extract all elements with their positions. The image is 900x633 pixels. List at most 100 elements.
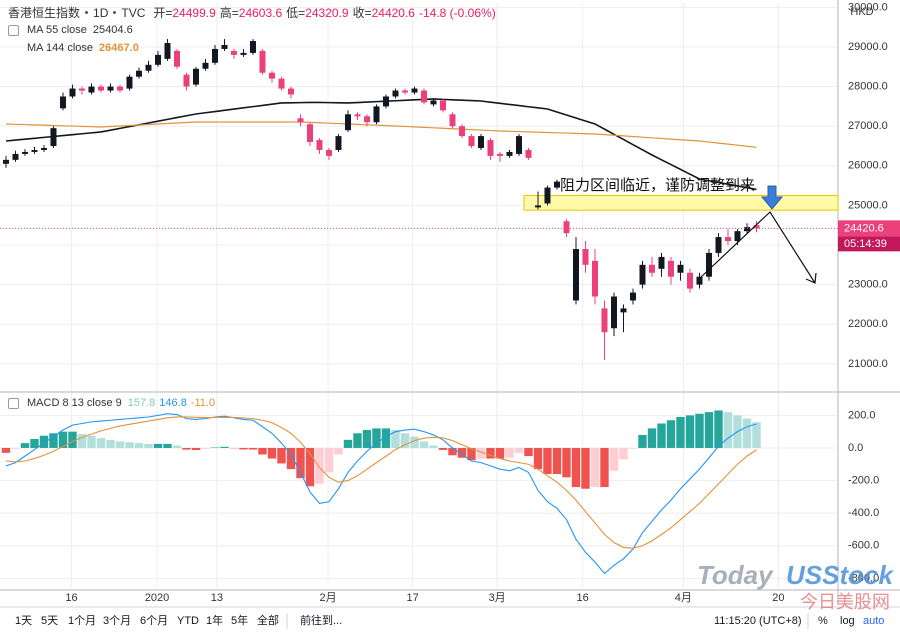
y-tick-label: -400.0 <box>848 507 879 519</box>
candle-body <box>202 62 209 69</box>
macd-histogram-bar <box>96 438 106 448</box>
candle-body <box>31 149 38 152</box>
candle-body <box>382 96 389 107</box>
candle-body <box>449 114 456 127</box>
range-button[interactable]: 5年 <box>231 613 248 627</box>
candle-body <box>458 126 465 137</box>
candle-body <box>591 260 598 297</box>
macd-histogram-bar <box>258 447 267 455</box>
clock: 11:15:20 (UTC+8) <box>714 615 802 627</box>
legend-name: MACD 8 13 close 9 <box>27 397 122 409</box>
last-price-label: 24420.6 <box>844 222 884 234</box>
macd-histogram-bar <box>220 446 229 448</box>
candle-body <box>601 308 608 333</box>
macd-histogram-bar <box>372 428 381 448</box>
macd-histogram-bar <box>163 443 172 448</box>
ohlc-label: 开= <box>153 6 173 20</box>
ohlc-value: 24420.6 <box>371 5 415 20</box>
macd-histogram-bar <box>172 445 182 448</box>
y-tick-label: -600.0 <box>848 540 879 552</box>
macd-histogram-bar <box>524 447 533 457</box>
candle-body <box>743 227 750 232</box>
range-button[interactable]: 5天 <box>41 615 58 627</box>
candle-body <box>173 50 180 67</box>
ohlc-label: 低= <box>286 6 306 20</box>
legend-name: MA 144 close <box>27 42 94 54</box>
macd-histogram-bar <box>543 447 552 475</box>
macd-histogram-bar <box>362 430 372 448</box>
range-button[interactable]: 1个月 <box>68 614 96 627</box>
macd-line <box>5 413 757 575</box>
candle-body <box>240 52 247 55</box>
macd-histogram-bar <box>419 441 429 448</box>
x-tick-label: 3月 <box>489 592 506 604</box>
candle-body <box>211 48 218 63</box>
range-button[interactable]: YTD <box>177 615 199 627</box>
macd-histogram-bar <box>391 430 400 448</box>
macd-histogram-bar <box>286 447 296 470</box>
candle-body <box>183 74 190 87</box>
candle-body <box>487 140 494 156</box>
down-arrow <box>760 185 784 210</box>
candle-body <box>639 264 646 285</box>
macd-histogram-bar <box>448 447 457 456</box>
candle-body <box>686 272 693 289</box>
macd-histogram-bar <box>552 447 562 475</box>
candle-body <box>21 151 28 154</box>
range-button[interactable]: 全部 <box>257 613 279 627</box>
candle-body <box>420 90 427 103</box>
candle-body <box>297 118 304 123</box>
macd-histogram-bar <box>277 447 286 464</box>
candle-body <box>316 140 323 150</box>
candle-body <box>534 205 541 208</box>
macd-histogram-bar <box>704 412 714 448</box>
macd-histogram-bar <box>115 441 125 448</box>
candle-body <box>2 159 9 164</box>
candle-body <box>12 153 19 160</box>
macd-histogram-bar <box>87 435 96 448</box>
macd-histogram-bar <box>410 436 419 448</box>
range-button[interactable]: 3个月 <box>103 614 131 627</box>
candle-body <box>401 90 408 93</box>
candle-body <box>88 86 95 93</box>
macd-histogram-bar <box>144 443 153 448</box>
candle-body <box>344 114 351 131</box>
candle-body <box>373 106 380 123</box>
candle-body <box>59 96 66 109</box>
range-button[interactable]: 1年 <box>206 613 223 627</box>
macd-histogram-bar <box>571 447 581 488</box>
macd-histogram-bar <box>11 447 20 449</box>
y-tick-label: 200.0 <box>848 409 876 421</box>
candle-body <box>620 308 627 313</box>
macd-histogram-bar <box>315 447 324 484</box>
candle-body <box>734 231 741 242</box>
range-button[interactable]: 1天 <box>15 615 32 627</box>
macd-histogram-bar <box>742 418 752 448</box>
candle-body <box>468 136 475 146</box>
candle-body <box>268 72 275 79</box>
scale-option[interactable]: log <box>840 615 855 627</box>
macd-histogram-bar <box>134 443 144 448</box>
currency: HKD <box>850 6 873 18</box>
scale-option[interactable]: % <box>818 615 828 627</box>
candle-body <box>667 260 674 277</box>
macd-histogram-bar <box>609 447 619 471</box>
macd-histogram-bar <box>486 447 495 459</box>
macd-histogram-bar <box>505 447 514 458</box>
macd-histogram-bar <box>324 447 334 473</box>
macd-histogram-bar <box>58 431 68 448</box>
scale-option[interactable]: auto <box>863 615 884 627</box>
macd-histogram-bar <box>590 447 600 488</box>
x-tick-label: 20 <box>772 592 784 604</box>
macd-histogram-bar <box>676 416 685 448</box>
candle-body <box>249 41 256 53</box>
goto-button[interactable]: 前往到... <box>300 613 342 627</box>
interval: 1D <box>93 5 109 20</box>
y-tick-label: 28000.0 <box>848 80 888 92</box>
range-button[interactable]: 6个月 <box>140 614 168 627</box>
candle-body <box>164 43 171 59</box>
candle-body <box>259 50 266 73</box>
y-tick-label: 23000.0 <box>848 279 888 291</box>
candle-body <box>335 136 342 150</box>
